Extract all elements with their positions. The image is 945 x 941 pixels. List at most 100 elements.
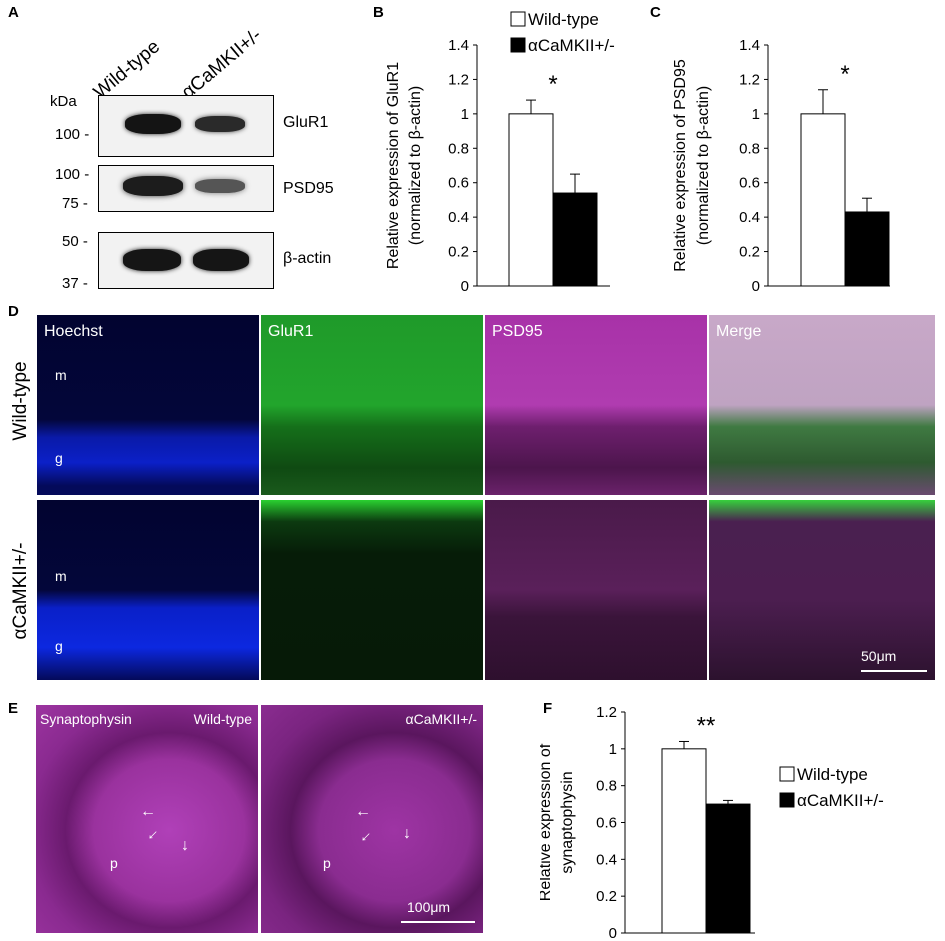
significance-mark: * bbox=[548, 71, 557, 98]
image-mut-psd95 bbox=[485, 500, 707, 680]
panel-letter-c: C bbox=[650, 4, 661, 21]
scale-bar-d bbox=[861, 670, 927, 672]
y-tick-label: 0.2 bbox=[596, 888, 617, 905]
y-axis-label-2: (normalized to β-actin) bbox=[695, 86, 712, 245]
y-tick-label: 0.8 bbox=[739, 140, 760, 157]
lane-label-wild-type: Wild-type bbox=[89, 36, 165, 104]
bar-mutant bbox=[705, 803, 751, 934]
scale-bar-e bbox=[401, 921, 475, 923]
arrow-icon: ← bbox=[140, 803, 156, 820]
image-mut-gluR1 bbox=[261, 500, 483, 680]
y-tick-label: 0 bbox=[752, 278, 760, 295]
arrow-icon: ← bbox=[352, 823, 377, 848]
bar-wild-type bbox=[508, 113, 554, 287]
legend-label-mutant: αCaMKII+/- bbox=[528, 36, 615, 55]
legend-swatch-mutant bbox=[510, 37, 526, 53]
image-wt-gluR1: GluR1 bbox=[261, 315, 483, 495]
image-mut-merge: 50μm bbox=[709, 500, 935, 680]
image-wt-psd95: PSD95 bbox=[485, 315, 707, 495]
y-tick-label: 0.4 bbox=[739, 209, 760, 226]
y-tick-label: 0.2 bbox=[739, 244, 760, 261]
y-tick-label: 1.2 bbox=[448, 71, 469, 88]
blot-tick-37: 37 - bbox=[62, 275, 88, 292]
y-tick-label: 0.6 bbox=[596, 815, 617, 832]
row-label-mutant: αCaMKII+/- bbox=[10, 542, 31, 640]
microscopy-panel-d: Wild-type αCaMKII+/- Hoechst m g GluR1 P… bbox=[0, 310, 945, 690]
legend-label-mutant: αCaMKII+/- bbox=[797, 791, 884, 810]
image-wt-merge: Merge bbox=[709, 315, 935, 495]
y-tick-label: 0 bbox=[461, 278, 469, 295]
panel-letter-b: B bbox=[373, 4, 384, 21]
legend-label-wild-type: Wild-type bbox=[797, 765, 868, 784]
layer-label-m: m bbox=[55, 367, 67, 383]
image-label-e-mutant: αCaMKII+/- bbox=[405, 711, 478, 727]
blot-beta-actin bbox=[98, 232, 274, 289]
significance-mark: ** bbox=[697, 712, 716, 739]
legend-swatch-mutant bbox=[779, 792, 795, 808]
panel-letter-f: F bbox=[543, 700, 553, 717]
y-tick-label: 1.4 bbox=[739, 37, 760, 54]
significance-mark: * bbox=[840, 61, 849, 88]
layer-label-g: g bbox=[55, 450, 63, 466]
y-tick-label: 0.6 bbox=[739, 175, 760, 192]
y-tick-label: 0.8 bbox=[448, 140, 469, 157]
blot-gluR1 bbox=[98, 95, 274, 157]
panel-letter-e: E bbox=[8, 700, 19, 717]
y-tick-label: 1.2 bbox=[596, 704, 617, 721]
y-tick-label: 0.2 bbox=[448, 244, 469, 261]
bar-wild-type bbox=[800, 113, 846, 287]
panel-letter-d: D bbox=[8, 303, 19, 320]
image-wt-hoechst: Hoechst m g bbox=[37, 315, 259, 495]
blot-tick-75: 75 - bbox=[62, 195, 88, 212]
blot-label-psd95: PSD95 bbox=[283, 180, 334, 197]
bar-wild-type bbox=[661, 748, 707, 934]
image-label-psd95: PSD95 bbox=[492, 323, 543, 340]
legend-swatch-wild-type bbox=[510, 11, 526, 27]
blot-tick-100b: 100 - bbox=[55, 166, 90, 183]
y-axis-label-2: (normalized to β-actin) bbox=[407, 86, 424, 245]
chart-psd95: 0 0.2 0.4 0.6 0.8 1 1.2 1.4 * Relative expression… bbox=[672, 37, 890, 295]
layer-label-g2: g bbox=[55, 638, 63, 654]
arrow-icon: ↓ bbox=[181, 837, 189, 854]
blot-tick-100: 100 - bbox=[55, 126, 90, 143]
image-label-merge: Merge bbox=[716, 323, 762, 340]
bar-mutant bbox=[844, 211, 890, 287]
image-e-wild-type: Synaptophysin Wild-type p ← ← ↓ bbox=[36, 705, 258, 933]
layer-label-p: p bbox=[110, 855, 118, 871]
y-tick-label: 0 bbox=[609, 925, 617, 941]
scale-label-e: 100μm bbox=[407, 899, 451, 915]
bar-mutant bbox=[552, 192, 598, 287]
arrow-icon: ← bbox=[355, 803, 371, 820]
blot-label-beta-actin: β-actin bbox=[283, 250, 332, 267]
image-mut-hoechst: m g bbox=[37, 500, 259, 680]
chart-gluR1: 0 0.2 0.4 0.6 0.8 1 1.2 1.4 * Relative expression… bbox=[385, 10, 615, 295]
y-tick-label: 0.4 bbox=[448, 209, 469, 226]
layer-label-m2: m bbox=[55, 568, 67, 584]
y-axis-label: Relative expression of GluR1 bbox=[385, 62, 402, 269]
arrow-icon: ← bbox=[139, 821, 164, 846]
arrow-icon: ↓ bbox=[403, 825, 411, 842]
image-label-gluR1: GluR1 bbox=[268, 323, 314, 340]
y-axis-label: Relative expression of PSD95 bbox=[672, 59, 689, 272]
legend-label-wild-type: Wild-type bbox=[528, 10, 599, 29]
scale-label-d: 50μm bbox=[861, 648, 897, 664]
lane-label-mutant: αCaMKII+/- bbox=[177, 24, 266, 104]
image-label-hoechst: Hoechst bbox=[44, 323, 103, 340]
y-tick-label: 0.4 bbox=[596, 851, 617, 868]
y-tick-label: 1.2 bbox=[739, 71, 760, 88]
row-label-wild-type: Wild-type bbox=[10, 361, 31, 441]
blot-psd95 bbox=[98, 165, 274, 212]
blot-tick-50: 50 - bbox=[62, 233, 88, 250]
y-axis-label-2: synaptophysin bbox=[559, 771, 576, 873]
y-tick-label: 1 bbox=[609, 741, 617, 758]
y-tick-label: 0.8 bbox=[596, 778, 617, 795]
legend-swatch-wild-type bbox=[779, 766, 795, 782]
y-axis-label: Relative expression of bbox=[540, 743, 554, 901]
panel-letter-a: A bbox=[8, 4, 19, 21]
y-tick-label: 1 bbox=[752, 106, 760, 123]
blot-label-gluR1: GluR1 bbox=[283, 114, 329, 131]
image-label-synaptophysin: Synaptophysin bbox=[40, 711, 132, 727]
image-e-mutant: αCaMKII+/- p ← ← ↓ 100μm bbox=[261, 705, 483, 933]
western-blot: Wild-type αCaMKII+/- kDa 100 - GluR1 100… bbox=[0, 0, 370, 300]
y-tick-label: 0.6 bbox=[448, 175, 469, 192]
